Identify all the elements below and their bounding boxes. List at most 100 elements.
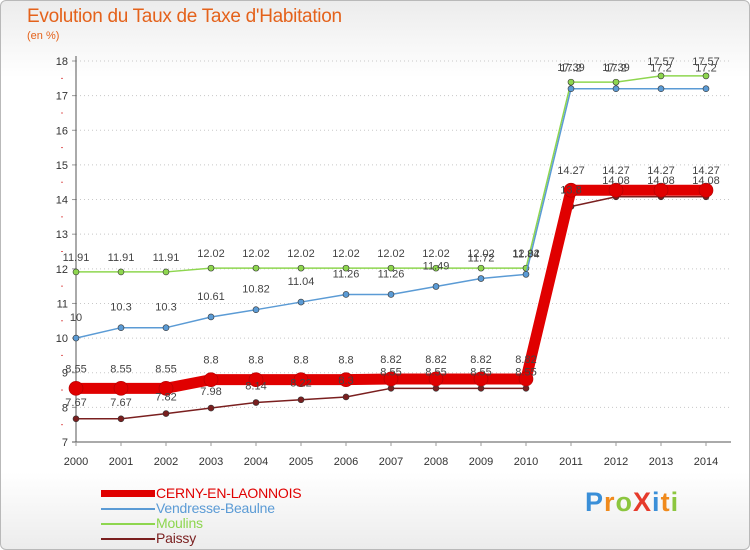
data-point xyxy=(203,372,219,387)
data-label: 7.82 xyxy=(155,392,176,404)
proxiti-logo: ProXiti xyxy=(585,487,679,518)
data-point xyxy=(158,381,174,396)
data-point xyxy=(72,415,80,423)
y-axis-unit: (en %) xyxy=(27,30,60,42)
data-point xyxy=(428,371,444,387)
data-label: 12.02 xyxy=(467,248,495,260)
series-line-vendresse-beaulne xyxy=(75,87,706,339)
data-label: 14.27 xyxy=(602,165,630,177)
logo-letter: t xyxy=(660,487,671,517)
data-label: 17.2 xyxy=(650,63,671,75)
data-label: 17.2 xyxy=(695,63,716,75)
x-tick-label: 2001 xyxy=(109,456,133,468)
y-tick-label: 12 xyxy=(56,264,68,276)
x-tick-label: 2000 xyxy=(64,456,88,468)
legend-label: Paissy xyxy=(156,530,197,546)
data-label: 11.72 xyxy=(468,253,495,265)
data-point xyxy=(117,324,125,332)
data-point xyxy=(608,182,624,198)
data-label: 17.39 xyxy=(557,62,585,74)
y-tick-label: 18 xyxy=(56,56,68,68)
data-label: 13.8 xyxy=(560,184,581,196)
data-point xyxy=(473,371,489,387)
data-label: 14.08 xyxy=(647,175,675,187)
data-point xyxy=(207,313,215,321)
data-point xyxy=(342,264,350,272)
x-tick-label: 2014 xyxy=(694,456,718,468)
logo-letter: i xyxy=(670,487,680,517)
data-label: 11.04 xyxy=(288,276,315,288)
data-label: 8.8 xyxy=(338,355,353,367)
x-tick-label: 2007 xyxy=(379,456,403,468)
data-label: 7.67 xyxy=(110,397,131,409)
data-label: 10 xyxy=(70,312,82,324)
data-label: 8.8 xyxy=(203,355,218,367)
data-label: 17.39 xyxy=(602,62,630,74)
data-label: 8.55 xyxy=(470,366,491,378)
data-point xyxy=(567,78,575,86)
legend-label: Vendresse-Beaulne xyxy=(156,500,275,516)
data-label: 8.55 xyxy=(425,366,446,378)
data-point xyxy=(252,264,260,272)
x-tick-label: 2003 xyxy=(199,456,223,468)
y-tick-label: 7 xyxy=(62,437,68,449)
y-tick-label: 14 xyxy=(56,195,68,207)
data-label: 12.02 xyxy=(377,248,405,260)
data-point xyxy=(162,268,170,276)
x-tick-label: 2012 xyxy=(604,456,628,468)
data-label: 14.08 xyxy=(602,175,630,187)
data-label: 10.3 xyxy=(155,302,176,314)
data-label: 11.26 xyxy=(333,268,360,280)
data-label: 7.98 xyxy=(200,386,221,398)
x-tick-label: 2011 xyxy=(559,456,583,468)
logo-letter: r xyxy=(604,487,616,517)
data-label: 8.55 xyxy=(155,363,176,375)
data-label: 7.67 xyxy=(65,397,86,409)
logo-letter: P xyxy=(585,487,605,517)
data-label: 11.84 xyxy=(513,248,540,260)
data-point xyxy=(698,182,714,198)
x-tick-label: 2005 xyxy=(289,456,313,468)
y-tick-label: 9 xyxy=(62,368,68,380)
data-point xyxy=(117,415,125,423)
data-point xyxy=(68,381,84,396)
data-point xyxy=(207,264,215,272)
data-label: 12.02 xyxy=(332,248,360,260)
legend-swatch xyxy=(101,538,155,540)
data-point xyxy=(612,85,620,93)
y-tick-label: 11 xyxy=(57,298,68,310)
logo-letter: o xyxy=(615,487,634,517)
x-tick-label: 2010 xyxy=(514,456,538,468)
data-point xyxy=(522,271,530,278)
y-tick-label: 15 xyxy=(56,160,68,172)
data-point xyxy=(518,371,534,387)
data-point xyxy=(653,182,669,198)
data-point xyxy=(477,264,485,272)
data-label: 8.82 xyxy=(425,354,446,366)
data-label: 8.14 xyxy=(245,381,266,393)
data-label: 14.27 xyxy=(692,165,720,177)
data-label: 8.55 xyxy=(515,366,536,378)
x-tick-label: 2009 xyxy=(469,456,493,468)
data-point xyxy=(387,291,395,298)
data-point xyxy=(252,399,260,406)
data-label: 10.61 xyxy=(197,291,225,303)
data-label: 12.02 xyxy=(242,248,270,260)
data-point xyxy=(477,275,485,282)
data-point xyxy=(432,283,440,290)
data-label: 11.91 xyxy=(108,252,135,264)
data-label: 17.57 xyxy=(647,56,675,68)
data-label: 11.91 xyxy=(63,252,90,264)
data-label: 8.55 xyxy=(380,366,401,378)
data-label: 17.2 xyxy=(605,63,626,75)
legend-label: CERNY-EN-LAONNOIS xyxy=(156,485,302,501)
data-label: 12.02 xyxy=(197,248,225,260)
logo-letter: i xyxy=(652,487,661,517)
y-tick-label: 10 xyxy=(56,333,68,345)
data-label: 8.55 xyxy=(65,363,86,375)
x-tick-label: 2002 xyxy=(154,456,178,468)
data-label: 10.82 xyxy=(242,284,270,296)
data-point xyxy=(72,268,80,276)
data-label: 17.57 xyxy=(692,56,720,68)
